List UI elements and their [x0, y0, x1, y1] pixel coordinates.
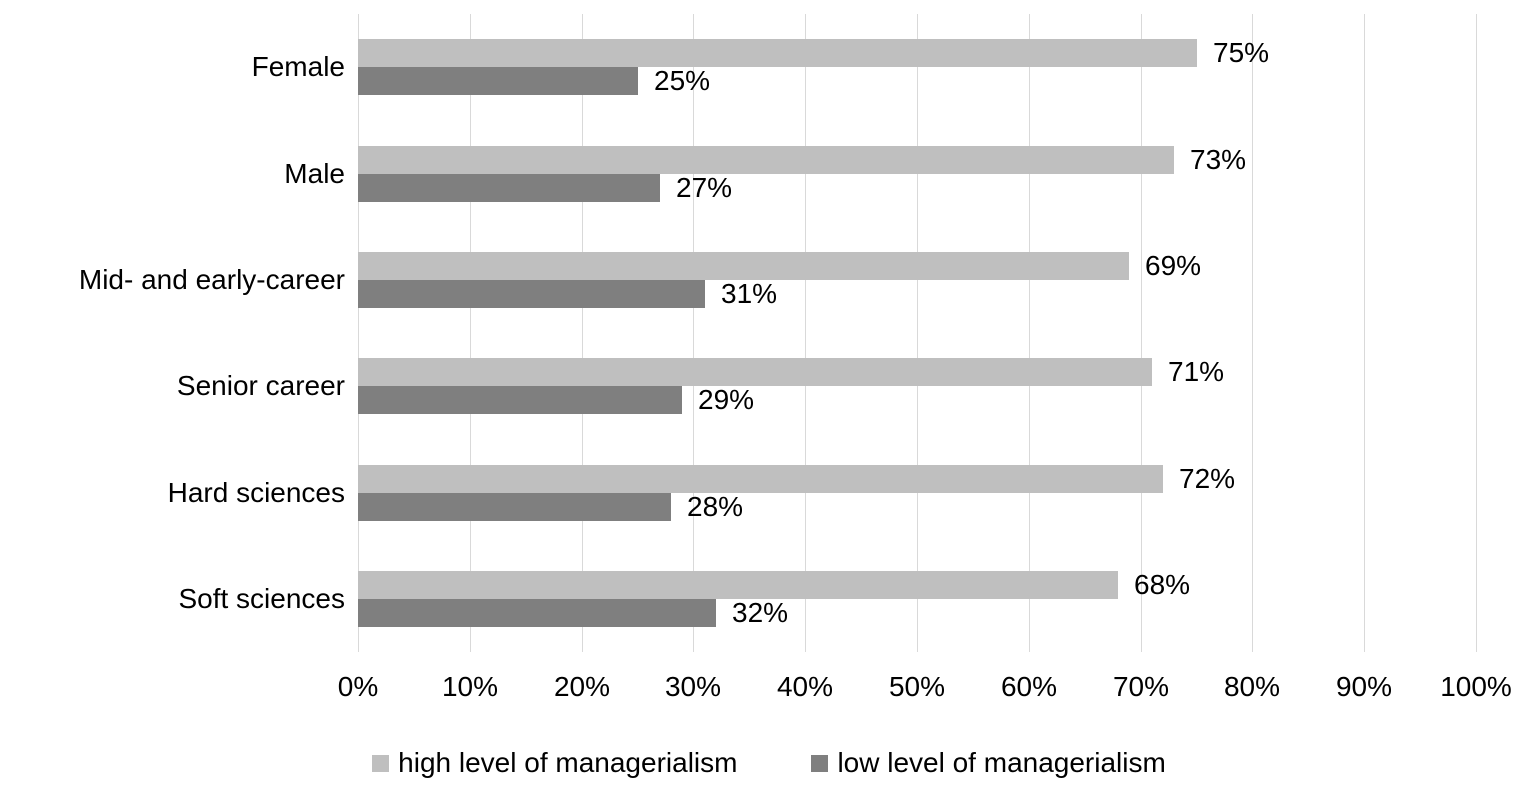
bar-high — [358, 358, 1152, 387]
category-label: Male — [284, 157, 345, 189]
x-tick-label: 80% — [1223, 671, 1281, 702]
category-label: Soft sciences — [178, 582, 345, 614]
x-tick-label: 90% — [1335, 671, 1393, 702]
data-label: 25% — [654, 65, 711, 97]
x-tick-label: 50% — [888, 671, 946, 702]
x-tick-label: 10% — [441, 671, 499, 702]
x-tick-label: 70% — [1112, 671, 1170, 702]
gridline — [693, 14, 694, 652]
x-tick-label: 20% — [553, 671, 611, 702]
legend-swatch-icon — [811, 754, 829, 772]
bar-low — [358, 67, 638, 96]
gridline — [805, 14, 806, 652]
x-tick-label: 30% — [664, 671, 722, 702]
bar-high — [358, 251, 1129, 280]
x-tick-label: 60% — [1000, 671, 1058, 702]
x-tick-label: 100% — [1440, 671, 1512, 702]
legend-label: high level of managerialism — [398, 747, 738, 778]
x-tick-label: 0% — [337, 671, 379, 702]
data-label: 31% — [721, 277, 778, 309]
category-label: Female — [251, 51, 345, 83]
category-label: Hard sciences — [167, 476, 345, 508]
legend-item-low: low level of managerialism — [811, 747, 1166, 778]
legend-label: low level of managerialism — [837, 747, 1166, 778]
gridline — [1364, 14, 1365, 652]
legend-swatch-icon — [372, 754, 390, 772]
bar-low — [358, 386, 682, 415]
plot-area: 75% 25% 73% 27% 69% 31% 71% 29% 72% 28% 68% 32% — [358, 14, 1477, 652]
data-label: 69% — [1145, 249, 1202, 281]
gridline — [582, 14, 583, 652]
gridline — [917, 14, 918, 652]
gridline — [1141, 14, 1142, 652]
gridline — [1476, 14, 1477, 652]
bar-high — [358, 570, 1118, 599]
data-label: 68% — [1134, 568, 1191, 600]
data-label: 29% — [698, 384, 755, 416]
category-label: Mid- and early-career — [78, 263, 345, 295]
gridline — [470, 14, 471, 652]
data-label: 73% — [1190, 143, 1247, 175]
x-tick-label: 40% — [776, 671, 834, 702]
category-label: Senior career — [176, 370, 345, 402]
bar-high — [358, 145, 1174, 174]
bar-low — [358, 598, 716, 627]
bar-high — [358, 39, 1197, 68]
bar-low — [358, 492, 671, 521]
bar-high — [358, 464, 1163, 493]
chart-legend: high level of managerialism low level of … — [0, 748, 1538, 778]
data-label: 32% — [732, 596, 789, 628]
gridline — [1029, 14, 1030, 652]
data-label: 72% — [1179, 462, 1236, 494]
data-label: 71% — [1168, 356, 1225, 388]
data-label: 27% — [676, 171, 733, 203]
gridline — [1252, 14, 1253, 652]
gridline — [358, 14, 359, 652]
data-label: 75% — [1213, 37, 1270, 69]
bar-low — [358, 279, 705, 308]
legend-item-high: high level of managerialism — [372, 748, 737, 778]
data-label: 28% — [687, 490, 744, 522]
bar-low — [358, 173, 660, 202]
